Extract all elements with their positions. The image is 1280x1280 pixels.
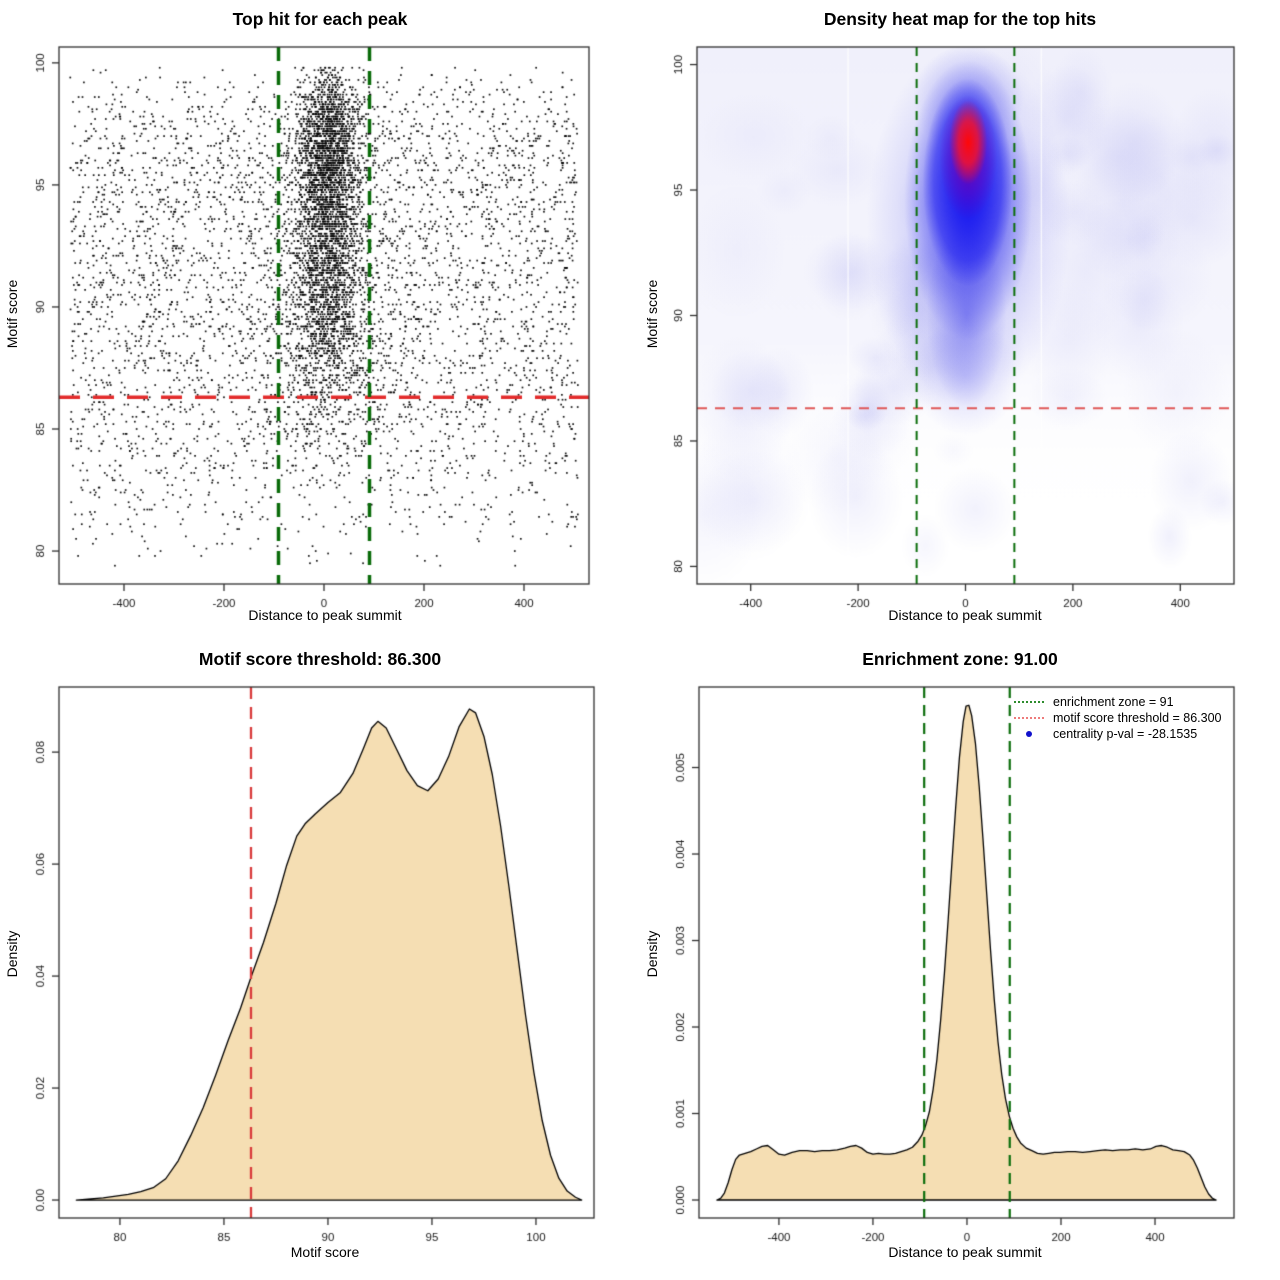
heatmap-xaxis-label: Distance to peak summit: [888, 607, 1042, 623]
motif-density-xaxis-label: Motif score: [290, 1244, 360, 1260]
plot-legend: enrichment zone = 91 motif score thresho…: [1014, 694, 1222, 742]
panel-top-hit-scatter: Top hit for each peak Distance to peak s…: [0, 0, 640, 640]
legend-label: enrichment zone = 91: [1053, 695, 1174, 709]
panel-density-heatmap: Density heat map for the top hits Distan…: [640, 0, 1280, 640]
panel-summit-distance-density: Enrichment zone: 91.00 Distance to peak …: [640, 640, 1280, 1280]
green-dotted-line-swatch: [1014, 701, 1044, 703]
heatmap-title: Density heat map for the top hits: [823, 9, 1097, 29]
summit-density-xaxis-label: Distance to peak summit: [888, 1244, 1042, 1260]
heatmap-plot-canvas: [640, 0, 1280, 640]
legend-item-centrality-pval: centrality p-val = -28.1535: [1014, 726, 1222, 742]
legend-label: motif score threshold = 86.300: [1053, 711, 1222, 725]
scatter-plot-canvas: [0, 0, 640, 640]
red-dotted-line-swatch: [1014, 717, 1044, 719]
legend-label: centrality p-val = -28.1535: [1053, 727, 1198, 741]
scatter-xaxis-label: Distance to peak summit: [248, 607, 402, 623]
motif-density-plot-canvas: [0, 640, 640, 1280]
summit-density-title: Enrichment zone: 91.00: [862, 649, 1058, 669]
summit-density-yaxis-label: Density: [644, 930, 660, 978]
legend-item-motif-threshold: motif score threshold = 86.300: [1014, 710, 1222, 726]
scatter-title: Top hit for each peak: [232, 9, 408, 29]
heatmap-yaxis-label: Motif score: [644, 279, 660, 349]
motif-density-title: Motif score threshold: 86.300: [198, 649, 442, 669]
scatter-yaxis-label: Motif score: [4, 279, 20, 349]
panel-motif-score-density: Motif score threshold: 86.300 Motif scor…: [0, 640, 640, 1280]
blue-dot-swatch: [1014, 729, 1044, 739]
summit-density-plot-canvas: [640, 640, 1280, 1280]
legend-item-enrichment-zone: enrichment zone = 91: [1014, 694, 1222, 710]
motif-density-yaxis-label: Density: [4, 930, 20, 978]
